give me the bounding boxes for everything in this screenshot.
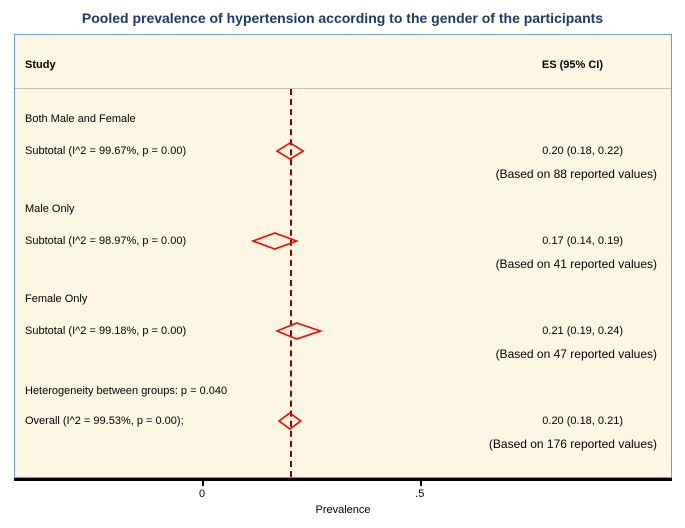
x-axis: 0 .5 Prevalence [14, 478, 672, 518]
group-label: Male Only [25, 203, 75, 215]
header-row: Study ES (95% CI) [15, 35, 671, 89]
col-study: Study [25, 59, 56, 71]
group-label: Female Only [25, 293, 87, 305]
chart-title: Pooled prevalence of hypertension accord… [0, 0, 685, 34]
axis-line [14, 478, 672, 481]
es-value: 0.17 (0.14, 0.19) [542, 235, 623, 247]
diamond-marker [275, 321, 323, 341]
axis-tick-label: 0 [199, 488, 205, 500]
heterogeneity-text: Heterogeneity between groups: p = 0.040 [25, 385, 227, 397]
diamond-marker [275, 141, 305, 161]
es-value: 0.20 (0.18, 0.21) [542, 415, 623, 427]
basis-text: (Based on 41 reported values) [496, 257, 657, 271]
axis-title: Prevalence [315, 504, 370, 516]
diamond-marker [277, 411, 303, 431]
col-es: ES (95% CI) [542, 59, 603, 71]
group-label: Both Male and Female [25, 113, 136, 125]
subtotal-label: Subtotal (I^2 = 98.97%, p = 0.00) [25, 235, 186, 247]
axis-tick [420, 478, 422, 486]
subtotal-label: Subtotal (I^2 = 99.67%, p = 0.00) [25, 145, 186, 157]
es-value: 0.20 (0.18, 0.22) [542, 145, 623, 157]
subtotal-label: Subtotal (I^2 = 99.18%, p = 0.00) [25, 325, 186, 337]
plot-body: Both Male and Female Subtotal (I^2 = 99.6… [15, 89, 671, 477]
forest-plot: Study ES (95% CI) Both Male and Female Su… [14, 34, 672, 478]
es-value: 0.21 (0.19, 0.24) [542, 325, 623, 337]
basis-text: (Based on 88 reported values) [496, 167, 657, 181]
axis-tick [202, 478, 204, 486]
basis-text: (Based on 176 reported values) [489, 437, 657, 451]
overall-label: Overall (I^2 = 99.53%, p = 0.00); [25, 415, 184, 427]
axis-tick-label: .5 [415, 488, 424, 500]
basis-text: (Based on 47 reported values) [496, 347, 657, 361]
diamond-marker [251, 231, 299, 251]
